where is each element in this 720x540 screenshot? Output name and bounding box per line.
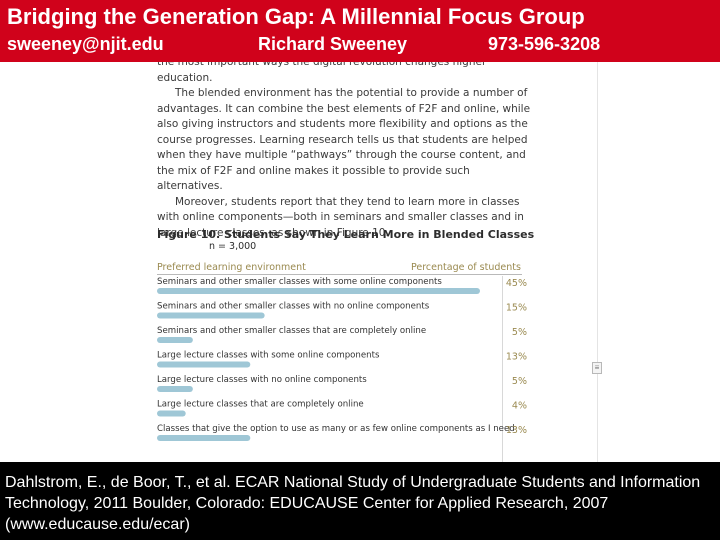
- value-label: 15%: [506, 303, 527, 314]
- bar-chart: Seminars and other smaller classes with …: [157, 277, 527, 441]
- citation-text: Dahlstrom, E., de Boor, T., et al. ECAR …: [5, 474, 701, 533]
- header-divider: [157, 274, 522, 275]
- contact-phone: 973-596-3208: [488, 34, 601, 54]
- document-scan: the most important ways the digital revo…: [0, 62, 592, 462]
- paragraph-1: the most important ways the digital revo…: [157, 62, 487, 84]
- figure-title: Figure 10. Students Say They Learn More …: [157, 228, 534, 241]
- column-header-percentage: Percentage of students: [411, 262, 521, 273]
- bar: [157, 337, 193, 343]
- category-label: Seminars and other smaller classes that …: [157, 326, 426, 336]
- bar: [157, 312, 265, 319]
- category-label: Classes that give the option to use as m…: [157, 424, 515, 434]
- scrollbar-area: ≡: [592, 62, 720, 462]
- body-text: the most important ways the digital revo…: [157, 62, 537, 241]
- figure-title-text: Students Say They Learn More in Blended …: [224, 228, 535, 241]
- value-label: 45%: [506, 278, 527, 289]
- value-label: 5%: [512, 327, 527, 338]
- value-label: 13%: [506, 425, 527, 436]
- column-header-environment: Preferred learning environment: [157, 262, 306, 273]
- slide-title: Bridging the Generation Gap: A Millennia…: [7, 4, 585, 29]
- bar: [157, 435, 251, 441]
- axis-line: [502, 276, 503, 462]
- bar: [157, 288, 480, 294]
- category-label: Large lecture classes with no online com…: [157, 375, 367, 385]
- category-label: Large lecture classes that are completel…: [157, 400, 364, 410]
- citation-footer: Dahlstrom, E., de Boor, T., et al. ECAR …: [0, 462, 720, 540]
- scrollbar-track: [597, 62, 598, 462]
- value-label: 4%: [512, 401, 527, 412]
- scrollbar-grip-icon[interactable]: ≡: [592, 362, 602, 374]
- bar: [157, 361, 251, 368]
- category-label: Seminars and other smaller classes with …: [157, 302, 430, 312]
- figure-label: Figure 10.: [157, 228, 221, 241]
- value-label: 5%: [512, 376, 527, 387]
- bar: [157, 410, 186, 417]
- category-label: Large lecture classes with some online c…: [157, 351, 380, 361]
- contact-name: Richard Sweeney: [258, 34, 408, 54]
- contact-email: sweeney@njit.edu: [7, 34, 164, 54]
- figure-sample-size: n = 3,000: [209, 241, 257, 252]
- category-label: Seminars and other smaller classes with …: [157, 277, 442, 287]
- bar: [157, 386, 193, 392]
- value-label: 13%: [506, 352, 527, 363]
- slide-header: Bridging the Generation Gap: A Millennia…: [0, 0, 720, 62]
- paragraph-2: The blended environment has the potentia…: [157, 87, 531, 192]
- paragraph-3: Moreover, students report that they tend…: [157, 195, 524, 239]
